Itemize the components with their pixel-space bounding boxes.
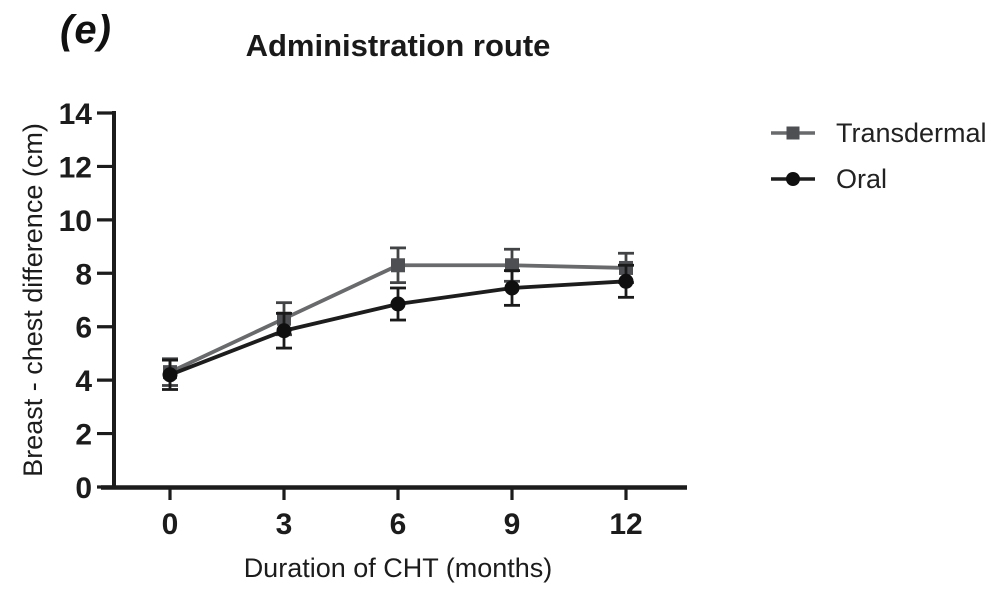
data-point-marker [391, 258, 405, 273]
y-tick-label-7: 14 [59, 98, 93, 131]
data-point-marker [276, 323, 292, 339]
data-point-marker [504, 280, 520, 296]
x-tick-label-2: 6 [390, 508, 407, 541]
data-point-marker [162, 367, 178, 383]
x-tick-label-1: 3 [276, 508, 293, 541]
transdermal-legend-marker-icon [771, 126, 815, 140]
x-tick-label-3: 9 [504, 508, 521, 541]
legend-item-oral: Oral [769, 163, 987, 194]
panel-label: (e) [60, 8, 112, 52]
data-point-marker [505, 258, 519, 273]
data-point-marker [618, 273, 634, 289]
legend: Transdermal Oral [769, 117, 987, 194]
y-axis-label: Breast - chest difference (cm) [18, 123, 48, 477]
x-tick-label-4: 12 [609, 508, 642, 541]
y-axis-ticks: 0 2 4 6 8 10 12 14 [59, 98, 114, 505]
data-point-marker [390, 296, 406, 312]
x-axis-ticks: 0 3 6 9 12 [162, 487, 643, 541]
chart-title: Administration route [245, 28, 551, 63]
y-tick-label-0: 0 [75, 472, 92, 505]
series-oral [162, 263, 634, 391]
legend-label-oral: Oral [836, 163, 888, 194]
y-tick-label-2: 4 [75, 365, 92, 398]
legend-label-transdermal: Transdermal [836, 117, 987, 148]
x-axis-label: Duration of CHT (months) [244, 553, 553, 583]
y-tick-label-4: 8 [75, 258, 92, 291]
legend-item-transdermal: Transdermal [769, 117, 987, 148]
y-tick-label-5: 10 [59, 205, 92, 238]
axes [101, 111, 687, 490]
y-tick-label-1: 2 [75, 419, 92, 452]
x-tick-label-0: 0 [162, 508, 179, 541]
y-tick-label-3: 6 [75, 312, 92, 345]
y-tick-label-6: 12 [59, 151, 92, 184]
oral-legend-marker-icon [771, 172, 815, 186]
